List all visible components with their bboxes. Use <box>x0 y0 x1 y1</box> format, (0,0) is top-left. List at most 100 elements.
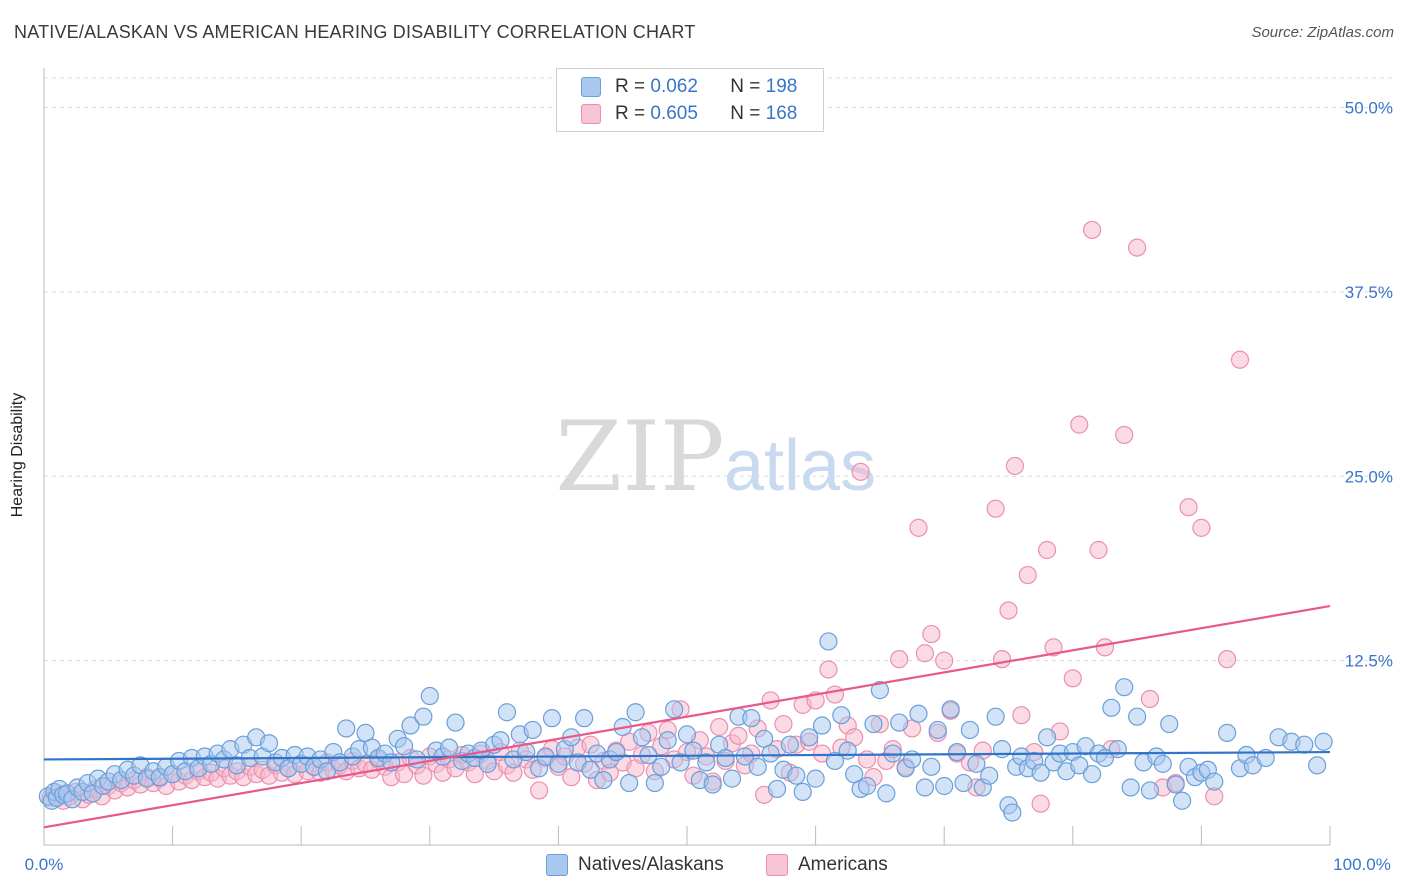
natives-point <box>652 757 671 776</box>
natives-point <box>954 773 973 793</box>
natives-point <box>857 776 877 796</box>
legend-swatch-blue <box>581 77 601 97</box>
americans-point <box>1012 706 1031 725</box>
watermark: ZIP atlas <box>555 401 876 513</box>
natives-point <box>767 779 787 799</box>
americans-point <box>1089 540 1108 560</box>
natives-point <box>806 769 825 788</box>
natives-point <box>1295 735 1314 754</box>
americans-point <box>915 644 935 663</box>
series-natives-points <box>38 632 1333 822</box>
natives-point <box>407 750 427 769</box>
legend-row-natives: R = 0.062 N = 198 <box>581 75 797 99</box>
americans-point <box>1230 350 1250 369</box>
natives-point <box>259 734 279 753</box>
natives-point <box>1166 775 1185 794</box>
americans-point <box>922 624 941 644</box>
natives-point <box>761 744 780 763</box>
natives-point <box>915 778 935 797</box>
natives-point <box>787 766 806 785</box>
americans-point <box>530 781 549 800</box>
americans-point <box>1115 425 1134 445</box>
natives-point <box>1256 748 1275 768</box>
natives-point <box>620 773 639 793</box>
natives-point <box>478 754 497 773</box>
natives-point <box>909 704 928 723</box>
natives-point <box>414 707 433 726</box>
americans-point <box>1082 220 1102 240</box>
natives-point <box>1037 728 1057 747</box>
natives-point <box>626 703 645 722</box>
americans-point <box>890 650 909 669</box>
y-tick-label: 50.0% <box>1345 99 1393 118</box>
americans-point <box>935 651 954 670</box>
natives-point <box>1173 791 1192 810</box>
natives-point <box>800 728 819 747</box>
natives-point <box>1127 707 1147 726</box>
natives-point <box>825 751 844 771</box>
trend-lines <box>43 604 1331 829</box>
legend-n-value: 168 <box>765 103 798 124</box>
natives-point <box>703 775 722 794</box>
americans-point <box>819 660 838 679</box>
natives-point <box>523 720 542 740</box>
natives-point <box>832 706 851 725</box>
natives-point <box>1070 756 1089 775</box>
americans-point <box>1037 540 1057 560</box>
natives-point <box>722 769 742 788</box>
natives-point <box>575 709 594 728</box>
natives-point <box>1153 754 1172 773</box>
americans-point <box>1018 565 1037 585</box>
watermark-atlas: atlas <box>724 426 876 506</box>
natives-point <box>864 714 883 734</box>
natives-point <box>671 753 690 772</box>
natives-point <box>665 700 684 719</box>
natives-point <box>401 716 420 735</box>
legend-row-americans: R = 0.605 N = 168 <box>581 102 797 126</box>
natives-point <box>317 762 337 781</box>
natives-point <box>967 754 986 773</box>
natives-point <box>337 719 356 738</box>
americans-point <box>1127 238 1147 257</box>
natives-point <box>594 770 613 790</box>
natives-point <box>716 748 735 768</box>
americans-point <box>992 650 1012 669</box>
natives-point <box>1115 678 1134 697</box>
natives-point <box>986 707 1005 726</box>
legend-n-label: N = <box>730 103 761 124</box>
natives-point <box>632 728 652 747</box>
legend-n-label: N = <box>730 76 761 97</box>
americans-point <box>1140 689 1160 709</box>
americans-point <box>825 685 844 704</box>
americans-point <box>774 714 793 734</box>
x-tick-label-min: 0.0% <box>25 855 64 874</box>
americans-point <box>999 601 1018 620</box>
natives-point <box>1314 732 1333 751</box>
legend-n-value: 198 <box>765 76 798 97</box>
natives-point <box>890 713 909 732</box>
natives-point <box>439 738 459 757</box>
legend-r-label: R = <box>615 103 646 124</box>
americans-point <box>857 750 877 769</box>
bottom-legend-label-natives: Natives/Alaskans <box>578 854 724 875</box>
americans-point <box>1192 518 1211 537</box>
natives-point <box>446 713 465 732</box>
natives-point <box>1082 765 1102 784</box>
natives-point <box>420 686 439 706</box>
americans-point <box>1044 638 1063 657</box>
natives-point <box>697 753 716 772</box>
legend-r-value: 0.605 <box>650 103 698 124</box>
natives-point <box>1108 740 1127 759</box>
americans-point <box>1063 669 1082 688</box>
americans-trend-line <box>43 604 1331 829</box>
natives-point <box>960 720 980 740</box>
natives-point <box>1140 781 1160 800</box>
americans-point <box>1218 650 1237 669</box>
natives-point <box>947 742 967 762</box>
natives-point <box>941 700 960 719</box>
y-tick-label: 25.0% <box>1345 467 1393 486</box>
natives-point <box>1121 778 1140 797</box>
natives-point <box>1031 763 1050 782</box>
natives-point <box>928 720 947 740</box>
